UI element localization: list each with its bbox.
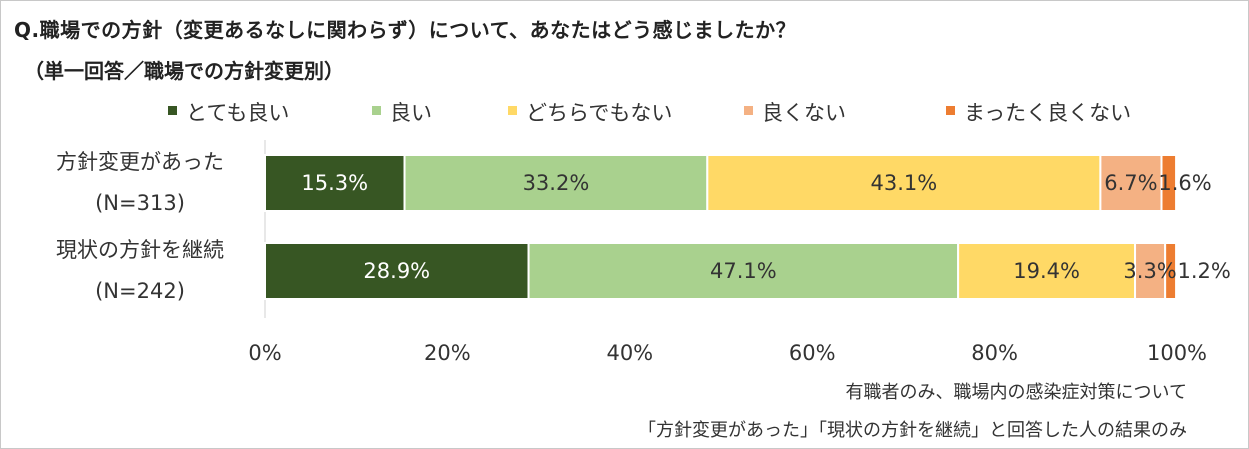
data-label: 19.4% xyxy=(1013,259,1080,283)
bar-segment xyxy=(1164,242,1178,300)
x-tick-label: 100% xyxy=(1147,341,1207,365)
data-label: 3.3% xyxy=(1123,259,1176,283)
footnote-1: 有職者のみ、職場内の感染症対策について xyxy=(845,382,1187,403)
bar-segment xyxy=(264,154,406,212)
data-label: 1.6% xyxy=(1158,171,1211,195)
legend-label: まったく良くない xyxy=(964,101,1131,125)
data-label: 28.9% xyxy=(363,259,430,283)
bar-segment xyxy=(957,242,1137,300)
category-n-label: (N=313) xyxy=(95,191,185,215)
legend-swatch xyxy=(744,106,753,115)
data-label: 43.1% xyxy=(870,171,937,195)
x-tick-label: 80% xyxy=(971,341,1018,365)
data-label: 33.2% xyxy=(523,171,590,195)
bar-segment xyxy=(264,242,530,300)
bar-segment xyxy=(1099,154,1163,212)
legend-label: とても良い xyxy=(186,101,289,125)
x-tick-label: 60% xyxy=(789,341,836,365)
data-label: 47.1% xyxy=(710,259,777,283)
bar-segment xyxy=(527,242,960,300)
category-n-label: (N=242) xyxy=(95,279,185,303)
legend-swatch xyxy=(168,106,177,115)
legend-swatch xyxy=(372,106,381,115)
category-label: 方針変更があった xyxy=(56,150,224,174)
legend-swatch xyxy=(946,106,955,115)
bar-segment xyxy=(1134,242,1167,300)
bar-segment xyxy=(403,154,709,212)
data-label: 1.2% xyxy=(1177,259,1230,283)
bar-segment xyxy=(1160,154,1178,212)
legend-label: どちらでもない xyxy=(526,101,672,125)
footnote-2: 「方針変更があった」「現状の方針を継続」と回答した人の結果のみ xyxy=(638,420,1187,441)
legend-label: 良くない xyxy=(762,101,846,125)
data-label: 15.3% xyxy=(301,171,368,195)
category-label: 現状の方針を継続 xyxy=(56,238,224,262)
x-tick-label: 0% xyxy=(248,341,281,365)
legend-label: 良い xyxy=(390,101,432,125)
chart-title: Q.職場での方針（変更あるなしに関わらず）について、あなたはどう感じましたか？ xyxy=(14,18,797,42)
data-label: 6.7% xyxy=(1104,171,1157,195)
bar-segment xyxy=(706,154,1102,212)
x-tick-label: 20% xyxy=(424,341,471,365)
x-tick-label: 40% xyxy=(606,341,653,365)
chart-subtitle: （単一回答／職場での方針変更別） xyxy=(24,59,344,83)
legend-swatch xyxy=(508,106,517,115)
